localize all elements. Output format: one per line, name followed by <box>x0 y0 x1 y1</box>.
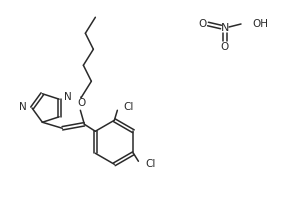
Text: O: O <box>221 42 229 52</box>
Text: N: N <box>19 102 27 112</box>
Text: O: O <box>199 19 207 29</box>
Text: O: O <box>77 98 86 108</box>
Text: N: N <box>64 92 72 102</box>
Text: Cl: Cl <box>123 102 134 112</box>
Text: OH: OH <box>252 19 268 29</box>
Text: Cl: Cl <box>146 159 156 169</box>
Text: N: N <box>221 23 229 33</box>
